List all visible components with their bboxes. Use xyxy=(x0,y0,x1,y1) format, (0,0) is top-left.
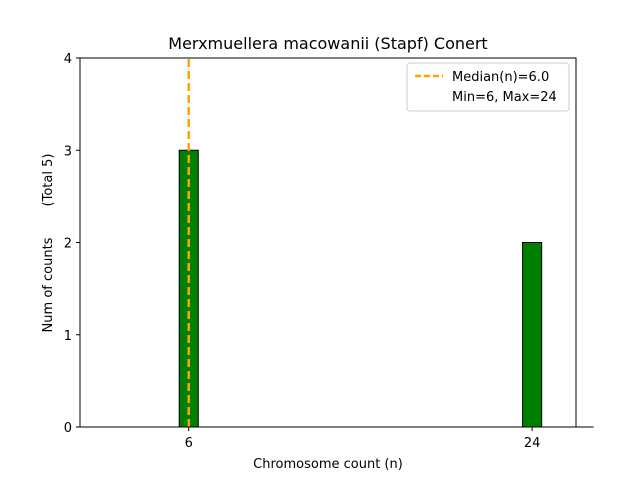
plot-area: 0 1 2 3 4 6 24 xyxy=(64,52,594,451)
y-tick-label-4: 4 xyxy=(64,52,72,67)
legend: Median(n)=6.0 Min=6, Max=24 xyxy=(406,62,570,112)
y-tick-label-1: 1 xyxy=(64,329,72,344)
y-tick-label-3: 3 xyxy=(64,144,72,159)
legend-frame xyxy=(406,62,570,112)
legend-median-label: Median(n)=6.0 xyxy=(452,70,549,85)
bar-24 xyxy=(522,242,543,428)
x-tick-label-6: 6 xyxy=(185,436,193,451)
x-tick-label-24: 24 xyxy=(524,436,541,451)
y-axis-total-note: (Total 5) xyxy=(41,154,56,207)
x-axis-label: Chromosome count (n) xyxy=(253,457,403,472)
legend-range-label: Min=6, Max=24 xyxy=(452,90,557,105)
chart-title: Merxmuellera macowanii (Stapf) Conert xyxy=(168,34,487,53)
y-tick-label-2: 2 xyxy=(64,237,72,252)
y-axis-label: Num of counts xyxy=(41,237,56,332)
axes-frame xyxy=(79,57,577,428)
y-tick-label-0: 0 xyxy=(64,421,72,436)
